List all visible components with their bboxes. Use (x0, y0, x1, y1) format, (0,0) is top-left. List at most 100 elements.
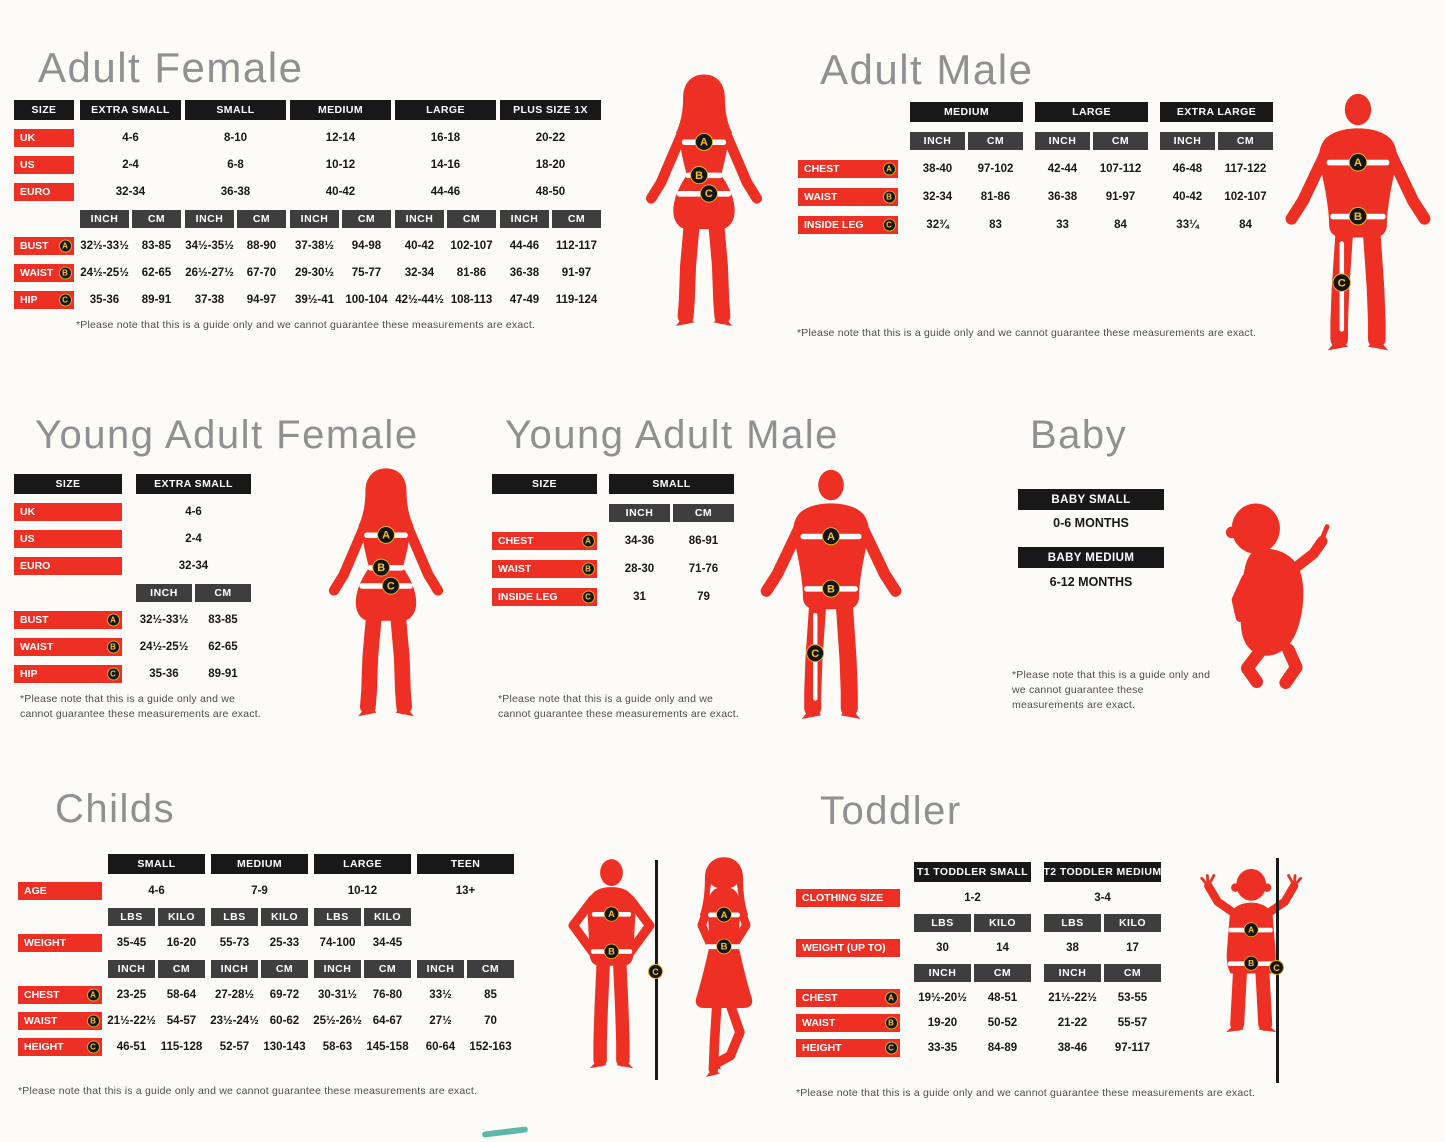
unit-header: INCH (417, 960, 464, 978)
unit-header: INCH (108, 960, 155, 978)
disclaimer-note: *Please note that this is a guide only a… (1012, 669, 1211, 712)
disclaimer-note: *Please note that this is a guide only a… (20, 693, 261, 721)
size-group: 37-38 94-97 (185, 291, 286, 309)
baby-medium-header: BABY MEDIUM (1018, 547, 1164, 568)
thumb (1319, 524, 1330, 541)
value-cell: 46-51 (116, 1041, 147, 1053)
value-cell: 26½-27½ (185, 267, 234, 279)
size-group: 26½-27½ 67-70 (185, 264, 286, 282)
spacer (492, 504, 597, 522)
table-row: INCH CM INCH CM (796, 964, 1161, 982)
svg-text:B: B (695, 170, 703, 182)
value-cell: 102-107 (1224, 191, 1267, 203)
size-group: 33-35 84-89 (914, 1039, 1031, 1057)
size-group: INCH CM (417, 960, 514, 978)
row-label-text: WAIST (802, 1017, 836, 1029)
size-group: PLUS SIZE 1X (500, 100, 601, 120)
size-table-young-adult-female: SIZE EXTRA SMALL UK 4-6 US 2-4 EURO 32-34 INCH CM… (14, 474, 251, 692)
unit-header: KILO (1104, 914, 1161, 932)
value-cell: 145-158 (366, 1041, 409, 1053)
value-cell: 83 (989, 219, 1002, 231)
size-group: 4-6 (108, 882, 205, 900)
size-table-young-adult-male: SIZE SMALL INCH CM CHEST A 34-36 86-91 WAIST B 28-… (492, 474, 734, 616)
size-group (417, 908, 514, 926)
spacer (18, 854, 102, 874)
torso (1319, 128, 1397, 238)
value-cell: 40-42 (325, 186, 356, 198)
ear (1225, 526, 1238, 539)
value-cell: 16-20 (166, 937, 197, 949)
table-row: AGE 4-6 7-9 10-12 13+ (18, 882, 514, 900)
value-cell: 107-112 (1099, 163, 1142, 175)
row-label: HEIGHT C (796, 1039, 900, 1057)
row-label-text: WAIST (498, 563, 532, 575)
section-childs: Childs SMALL MEDIUM LARGE TEEN AGE 4-6 7-9 10-1… (14, 788, 804, 1142)
unit-header: INCH (500, 210, 549, 228)
table-row: INSIDE LEG C 32¾ 83 33 84 33¼ 84 (798, 216, 1273, 234)
row-label: WAIST B (14, 638, 122, 656)
value-cell: 8-10 (223, 132, 248, 144)
size-group: 4-6 (80, 129, 181, 147)
value-cell: 33¼ (1176, 219, 1199, 231)
unit-header: CM (1104, 964, 1161, 982)
size-table-toddler: T1 TODDLER SMALL T2 TODDLER MEDIUM CLOTHIN… (796, 862, 1161, 1064)
value-cell: 117-122 (1224, 163, 1267, 175)
table-row: WEIGHT (UP TO) 30 14 38 17 (796, 939, 1161, 957)
value-cell: 32-34 (404, 267, 435, 279)
value-cell: 30 (936, 942, 949, 954)
value-cell: 4-6 (148, 885, 165, 897)
size-column-header: MEDIUM (211, 854, 308, 874)
left-fingers (1200, 874, 1216, 888)
svg-text:A: A (721, 910, 728, 921)
left-leg (360, 608, 382, 715)
size-column-header: EXTRA SMALL (80, 100, 181, 120)
svg-text:C: C (1338, 277, 1346, 289)
row-label-text: EURO (20, 186, 51, 198)
value-cell: 70 (484, 1015, 497, 1027)
size-table-childs: SMALL MEDIUM LARGE TEEN AGE 4-6 7-9 10-12 13+ LBS… (18, 854, 514, 1064)
unit-header: INCH (609, 504, 670, 522)
marker-c-badge: C (648, 964, 663, 979)
size-group: 21-22 55-57 (1044, 1014, 1161, 1032)
row-label-text: UK (20, 132, 36, 144)
left-leg (1240, 645, 1266, 689)
size-group: 39½-41 100-104 (290, 291, 391, 309)
left-arm (760, 517, 808, 597)
value-cell: 38-46 (1057, 1042, 1088, 1054)
size-group: 20-22 (500, 129, 601, 147)
size-group: MEDIUM (290, 100, 391, 120)
size-column-header: EXTRA LARGE (1160, 102, 1273, 122)
unit-header: CM (1218, 132, 1273, 150)
right-arm (1382, 142, 1431, 225)
marker-b-icon: B (690, 166, 709, 185)
left-arm (697, 896, 715, 949)
marker-b-icon: B (372, 558, 391, 577)
value-cell: 42-44 (1047, 163, 1078, 175)
size-group: 29-30½ 75-77 (290, 264, 391, 282)
unit-header: INCH (314, 960, 361, 978)
unit-header: INCH (1160, 132, 1215, 150)
size-group: 40-42 (290, 183, 391, 201)
size-group: INCH CM (1044, 964, 1161, 982)
table-row: INCH CM INCH CM INCH CM INCH CM (18, 960, 514, 978)
size-group: LBS KILO (211, 908, 308, 926)
row-label-text: WAIST (804, 191, 838, 203)
size-column-header: MEDIUM (290, 100, 391, 120)
size-group: INCH CM (1160, 132, 1273, 150)
size-group: 52-57 130-143 (211, 1038, 308, 1056)
size-group: 55-73 25-33 (211, 934, 308, 952)
table-row: SIZE EXTRA SMALL SMALL MEDIUM LARGE PLUS SIZE… (14, 100, 601, 120)
value-cell: 19-20 (927, 1017, 958, 1029)
value-cell: 119-124 (555, 294, 598, 306)
left-foot (801, 705, 822, 719)
size-group: 2-4 (80, 156, 181, 174)
unit-header: INCH (211, 960, 258, 978)
value-cell: 39½-41 (294, 294, 334, 306)
table-row: INCH CM INCH CM INCH CM (798, 132, 1273, 150)
right-arm (719, 125, 762, 204)
right-arm (731, 896, 751, 947)
size-group: 2-4 (136, 530, 251, 548)
toddler-silhouette: A B (1200, 868, 1303, 1033)
value-cell: 100-104 (345, 294, 388, 306)
table-row: INCH CM INCH CM INCH CM INCH CM INCH CM (14, 210, 601, 228)
